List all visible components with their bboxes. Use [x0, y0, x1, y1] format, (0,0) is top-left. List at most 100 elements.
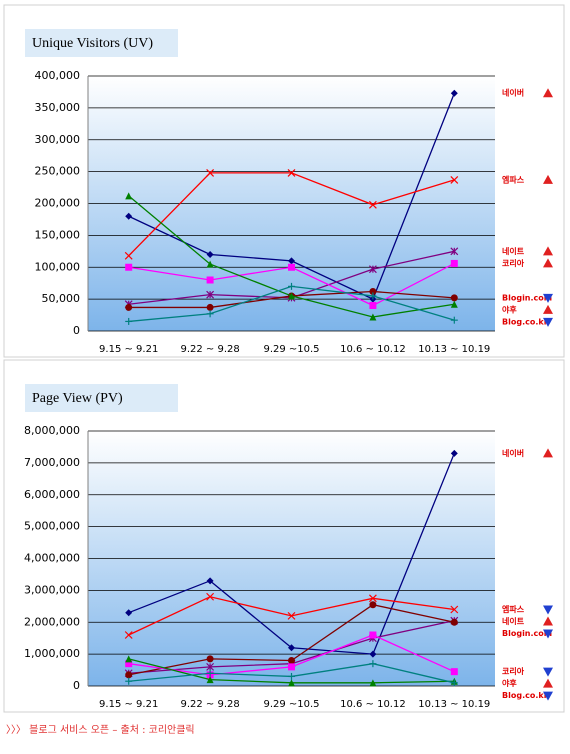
trend-arrow	[543, 448, 553, 458]
data-point	[287, 168, 296, 177]
y-tick-label: 1,000,000	[24, 647, 80, 660]
data-point	[450, 300, 458, 308]
legend-label: Blogin.com	[502, 293, 552, 302]
y-tick-label: 350,000	[35, 101, 81, 114]
data-point	[288, 282, 295, 290]
legend-label: 코리아	[502, 666, 525, 676]
y-tick-label: 200,000	[35, 197, 81, 210]
marker	[124, 251, 133, 260]
marker	[450, 449, 458, 457]
marker	[450, 618, 458, 626]
data-point	[368, 594, 377, 603]
data-point	[206, 592, 215, 601]
marker	[369, 601, 377, 609]
data-point	[206, 662, 215, 671]
legend-label: 야후	[502, 678, 517, 688]
title-box	[25, 29, 178, 57]
legend-label: 네이트	[502, 616, 525, 626]
marker	[125, 660, 133, 668]
marker	[124, 631, 133, 639]
title-box	[25, 384, 178, 412]
y-tick-label: 100,000	[35, 260, 81, 273]
marker	[206, 168, 215, 177]
x-tick-label: 10.13 ~ 10.19	[418, 699, 490, 710]
marker	[450, 294, 458, 302]
data-point	[125, 317, 133, 325]
y-tick-label: 2,000,000	[24, 615, 80, 628]
legend-label: 야후	[502, 304, 517, 314]
data-point	[450, 247, 459, 256]
y-tick-label: 4,000,000	[24, 552, 80, 565]
y-tick-label: 5,000,000	[24, 520, 80, 533]
data-point	[288, 644, 295, 652]
trend-arrow	[543, 88, 553, 98]
marker	[206, 676, 214, 684]
data-point	[288, 672, 295, 680]
y-tick-label: 50,000	[42, 292, 81, 305]
data-point	[206, 310, 214, 318]
marker	[369, 679, 377, 687]
marker	[369, 650, 377, 658]
trend-arrow	[543, 667, 553, 677]
legend-label: 네이버	[502, 88, 524, 98]
data-point	[124, 631, 133, 639]
data-point	[288, 663, 295, 671]
legend-label: Blogin.com	[502, 629, 552, 638]
marker	[206, 592, 215, 601]
data-point	[450, 175, 459, 184]
y-tick-label: 0	[73, 679, 80, 692]
data-point	[125, 212, 133, 220]
marker	[206, 251, 214, 258]
marker	[287, 168, 296, 177]
legend-label: 네이버	[502, 448, 524, 458]
data-point	[288, 679, 295, 687]
data-point	[369, 679, 377, 687]
marker	[288, 292, 295, 300]
x-tick-label: 9.29 ~10.5	[263, 344, 319, 355]
marker	[450, 89, 458, 97]
data-point	[369, 650, 377, 658]
legend-label: 엠파스	[502, 604, 525, 614]
data-point	[287, 611, 296, 620]
data-point	[450, 316, 458, 324]
marker	[369, 313, 377, 321]
marker	[125, 263, 133, 271]
data-point	[368, 265, 377, 274]
data-point	[206, 655, 214, 663]
marker	[369, 287, 377, 295]
data-point	[450, 294, 458, 302]
y-tick-label: 6,000,000	[24, 488, 80, 501]
data-point	[124, 251, 133, 260]
trend-arrow	[543, 258, 553, 268]
marker	[450, 175, 459, 184]
y-tick-label: 7,000,000	[24, 456, 80, 469]
marker	[206, 577, 214, 585]
y-tick-label: 400,000	[35, 69, 81, 82]
marker	[288, 644, 295, 652]
x-tick-label: 10.13 ~ 10.19	[418, 344, 490, 355]
marker	[125, 303, 133, 311]
marker	[288, 679, 295, 687]
data-point	[206, 669, 214, 677]
trend-arrow	[543, 629, 553, 639]
x-tick-label: 9.29 ~10.5	[263, 699, 319, 710]
data-point	[450, 679, 458, 687]
data-point	[206, 260, 214, 268]
legend-label: 네이트	[502, 246, 525, 256]
data-point	[206, 276, 214, 284]
y-tick-label: 0	[73, 324, 80, 337]
data-point	[450, 449, 458, 457]
legend-label: 코리아	[502, 258, 525, 268]
marker	[206, 303, 214, 311]
data-point	[450, 618, 458, 626]
data-point	[369, 287, 377, 295]
data-point	[369, 660, 377, 668]
trend-arrow	[543, 246, 553, 256]
trend-arrow	[543, 616, 553, 626]
data-point	[125, 303, 133, 311]
marker	[288, 257, 295, 265]
legend-label: Blog.co.kr	[502, 691, 548, 700]
data-point	[125, 677, 133, 685]
y-tick-label: 150,000	[35, 228, 81, 241]
trend-arrow	[543, 304, 553, 314]
